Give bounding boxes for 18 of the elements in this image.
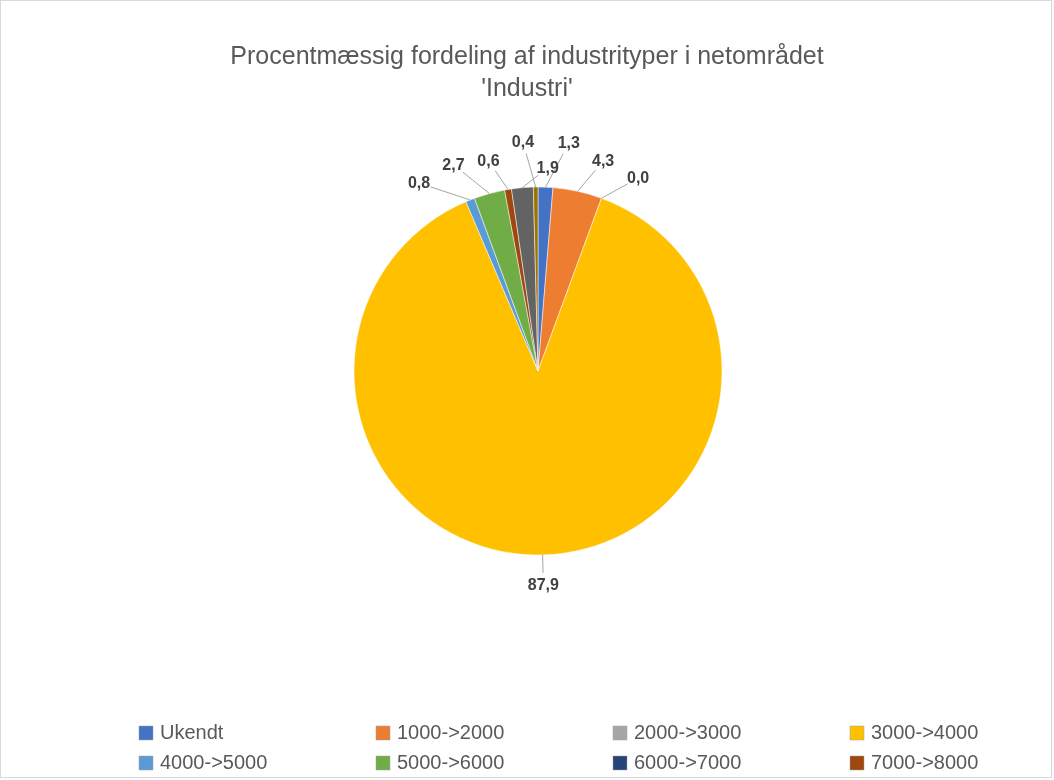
legend-label: 6000->7000	[634, 751, 742, 773]
legend-label: 7000->8000	[871, 751, 979, 773]
data-label: 0,6	[477, 151, 500, 169]
data-label: 0,4	[511, 133, 535, 151]
chart-title: Procentmæssig fordeling af industrityper i netområdet 'Industri'	[230, 41, 824, 101]
legend-label: 4000->5000	[160, 751, 268, 773]
data-label: 2,7	[442, 155, 465, 173]
data-label: 1,9	[536, 158, 559, 176]
legend-label: 2000->3000	[634, 721, 742, 743]
legend-label: 5000->6000	[397, 751, 505, 773]
data-label: 1,3	[557, 134, 580, 152]
data-label: 4,3	[591, 152, 615, 170]
legend-label: Ukendt	[160, 721, 224, 743]
legend-label: 1000->2000	[397, 721, 505, 743]
data-label: 0,8	[407, 174, 431, 192]
data-label: 87,9	[527, 575, 560, 593]
text: 0,0	[626, 169, 650, 187]
legend-label: 3000->4000	[871, 721, 979, 743]
